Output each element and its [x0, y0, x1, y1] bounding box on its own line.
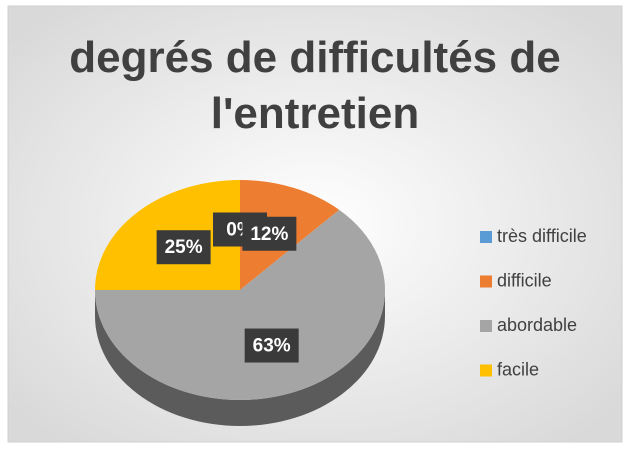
data-label: 63%	[253, 336, 291, 357]
data-label: 12%	[250, 224, 288, 245]
data-label-box	[242, 216, 297, 251]
legend-swatch	[480, 231, 492, 243]
pie-slice	[95, 209, 385, 400]
legend-swatch	[480, 364, 492, 377]
chart-title: degrés de difficultés de l'entretien	[69, 33, 561, 138]
legend-label: facile	[497, 359, 539, 379]
legend-swatch	[480, 275, 492, 288]
legend-swatch	[480, 320, 492, 332]
data-label-box	[156, 230, 211, 265]
legend-label: abordable	[497, 315, 577, 335]
pie-side	[95, 290, 385, 426]
legend-label: difficile	[497, 270, 552, 290]
data-label-box	[244, 328, 299, 363]
data-label: 25%	[165, 237, 203, 258]
legend-label: très difficile	[497, 226, 587, 246]
